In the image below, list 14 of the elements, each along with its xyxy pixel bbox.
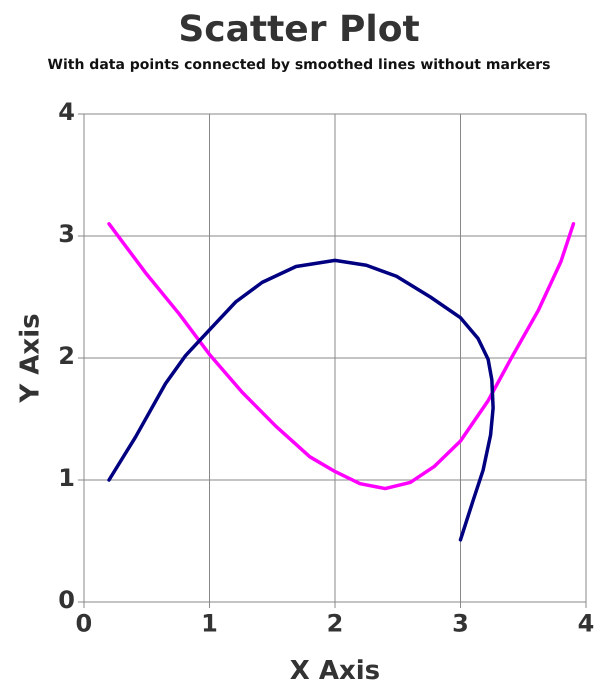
y-tick-label: 0: [58, 586, 75, 614]
x-axis-title: X Axis: [290, 656, 380, 686]
y-axis-title: Y Axis: [15, 313, 46, 404]
chart-title: Scatter Plot: [178, 8, 420, 50]
y-tick-label: 1: [58, 464, 75, 492]
x-tick-label: 4: [578, 610, 594, 638]
y-tick-label: 4: [58, 98, 75, 126]
x-tick-label: 0: [76, 610, 92, 638]
x-tick-label: 2: [326, 610, 344, 638]
x-tick-label: 3: [452, 610, 469, 638]
y-tick-label: 3: [58, 220, 75, 248]
chart-subtitle: With data points connected by smoothed lines without markers: [48, 57, 550, 74]
x-tick-label: 1: [201, 610, 218, 638]
y-tick-label: 2: [58, 342, 75, 370]
